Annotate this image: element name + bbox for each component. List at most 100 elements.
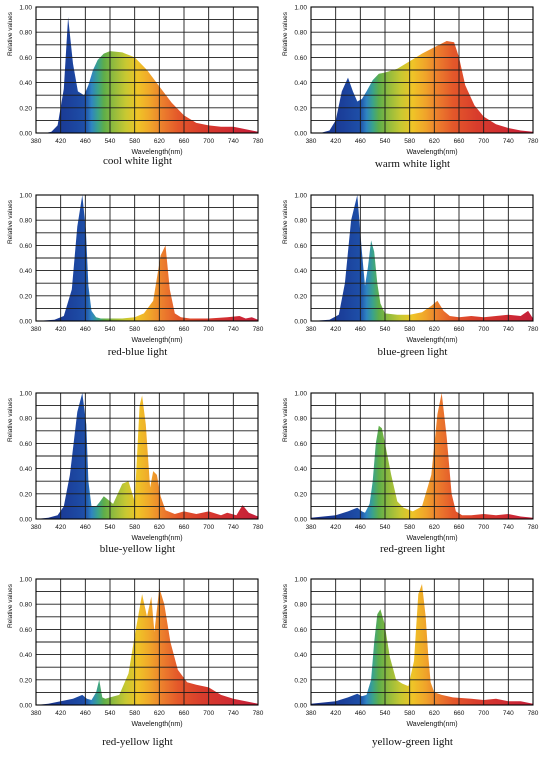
spectrum-chart-yellow-green: 0.00 0.20 0.40 0.60 0.80 1.00 380 420 460 540 580 6… bbox=[275, 572, 550, 760]
x-tick-label: 660 bbox=[179, 326, 190, 333]
plot-frame bbox=[35, 6, 259, 134]
y-tick-label: 0.40 bbox=[19, 268, 32, 275]
y-tick-label: 0.20 bbox=[294, 105, 307, 112]
chart-caption: blue-yellow light bbox=[99, 543, 176, 555]
x-tick-label: 420 bbox=[330, 138, 341, 145]
x-tick-label: 540 bbox=[105, 710, 116, 717]
y-tick-label: 0.80 bbox=[294, 30, 307, 37]
y-tick-label: 0.20 bbox=[19, 491, 32, 498]
x-tick-label: 740 bbox=[503, 326, 514, 333]
y-axis-title: Relative values bbox=[282, 583, 289, 628]
x-tick-label: 380 bbox=[31, 710, 42, 717]
y-tick-label: 0.40 bbox=[19, 80, 32, 87]
x-tick-label: 780 bbox=[528, 138, 539, 145]
x-tick-label: 780 bbox=[253, 138, 264, 145]
y-axis-title: Relative values bbox=[282, 397, 289, 442]
x-tick-label: 620 bbox=[429, 710, 440, 717]
x-tick-label: 660 bbox=[179, 710, 190, 717]
y-axis-title: Relative values bbox=[282, 199, 289, 244]
x-tick-label: 460 bbox=[355, 710, 366, 717]
x-tick-label: 580 bbox=[404, 710, 415, 717]
x-tick-label: 420 bbox=[330, 326, 341, 333]
x-tick-label: 380 bbox=[306, 524, 317, 531]
x-tick-label: 420 bbox=[330, 710, 341, 717]
y-axis-title: Relative values bbox=[7, 199, 14, 244]
chart-canvas: 0.00 0.20 0.40 0.60 0.80 1.00 380 420 460 540 580 6… bbox=[7, 5, 264, 157]
spectrum-chart-red-yellow: 0.00 0.20 0.40 0.60 0.80 1.00 380 420 460 540 580 6… bbox=[0, 572, 275, 760]
x-tick-label: 740 bbox=[228, 138, 239, 145]
y-tick-label: 1.00 bbox=[294, 193, 307, 200]
y-tick-label: 0.80 bbox=[19, 416, 32, 423]
y-tick-label: 1.00 bbox=[19, 193, 32, 200]
x-tick-label: 700 bbox=[203, 524, 214, 531]
x-tick-label: 700 bbox=[478, 138, 489, 145]
chart-caption: blue-green light bbox=[377, 346, 448, 358]
spectrum-area bbox=[36, 17, 258, 134]
y-tick-label: 0.20 bbox=[294, 677, 307, 684]
y-tick-label: 1.00 bbox=[294, 577, 307, 584]
chart-caption: yellow-green light bbox=[372, 736, 453, 748]
y-tick-label: 0.40 bbox=[294, 268, 307, 275]
y-tick-label: 0.40 bbox=[19, 466, 32, 473]
plot-frame bbox=[310, 392, 534, 520]
spectrum-chart-blue-yellow: 0.00 0.20 0.40 0.60 0.80 1.00 380 420 460 540 580 6… bbox=[0, 386, 275, 574]
x-tick-label: 620 bbox=[154, 326, 165, 333]
x-tick-label: 460 bbox=[355, 326, 366, 333]
spectrum-area bbox=[311, 41, 533, 133]
x-tick-label: 700 bbox=[203, 326, 214, 333]
x-tick-label: 460 bbox=[80, 138, 91, 145]
chart-canvas: 0.00 0.20 0.40 0.60 0.80 1.00 380 420 460 540 580 6… bbox=[282, 391, 539, 543]
x-tick-label: 780 bbox=[528, 524, 539, 531]
x-axis-title: Wavelength(nm) bbox=[406, 535, 457, 542]
chart-caption: warm white light bbox=[374, 158, 451, 170]
y-tick-label: 0.60 bbox=[294, 441, 307, 448]
x-axis-title: Wavelength(nm) bbox=[131, 149, 182, 156]
x-tick-label: 540 bbox=[380, 138, 391, 145]
x-tick-label: 460 bbox=[80, 524, 91, 531]
y-axis-title: Relative values bbox=[7, 11, 14, 56]
y-tick-label: 0.20 bbox=[19, 677, 32, 684]
x-tick-label: 460 bbox=[355, 138, 366, 145]
y-tick-label: 1.00 bbox=[294, 5, 307, 12]
x-tick-label: 780 bbox=[253, 524, 264, 531]
y-tick-label: 0.60 bbox=[19, 55, 32, 62]
y-tick-label: 0.60 bbox=[294, 243, 307, 250]
spectrum-area bbox=[311, 584, 533, 705]
chart-canvas: 0.00 0.20 0.40 0.60 0.80 1.00 380 420 460 540 580 6… bbox=[282, 5, 539, 157]
y-tick-label: 0.60 bbox=[294, 627, 307, 634]
plot-frame bbox=[310, 6, 534, 134]
chart-caption: red-green light bbox=[379, 543, 446, 555]
plot-frame bbox=[35, 392, 259, 520]
x-tick-label: 420 bbox=[330, 524, 341, 531]
x-tick-label: 660 bbox=[454, 326, 465, 333]
x-tick-label: 380 bbox=[31, 524, 42, 531]
x-tick-label: 540 bbox=[105, 524, 116, 531]
x-tick-label: 740 bbox=[228, 524, 239, 531]
x-tick-label: 620 bbox=[429, 138, 440, 145]
x-tick-label: 580 bbox=[129, 710, 140, 717]
y-tick-label: 1.00 bbox=[19, 5, 32, 12]
y-tick-label: 0.20 bbox=[19, 105, 32, 112]
y-tick-label: 0.00 bbox=[294, 131, 307, 138]
x-tick-label: 540 bbox=[380, 710, 391, 717]
x-axis-title: Wavelength(nm) bbox=[406, 721, 457, 728]
x-tick-label: 660 bbox=[179, 524, 190, 531]
chart-canvas: 0.00 0.20 0.40 0.60 0.80 1.00 380 420 460 540 580 6… bbox=[7, 577, 264, 729]
x-tick-label: 580 bbox=[404, 326, 415, 333]
x-tick-label: 620 bbox=[154, 710, 165, 717]
y-tick-label: 0.00 bbox=[19, 131, 32, 138]
x-axis-title: Wavelength(nm) bbox=[131, 721, 182, 728]
x-tick-label: 420 bbox=[55, 138, 66, 145]
y-axis-title: Relative values bbox=[282, 11, 289, 56]
y-tick-label: 0.20 bbox=[294, 293, 307, 300]
y-tick-label: 0.00 bbox=[19, 517, 32, 524]
spectrum-area bbox=[311, 195, 533, 321]
x-tick-label: 740 bbox=[228, 326, 239, 333]
chart-caption: red-blue light bbox=[107, 346, 168, 358]
chart-canvas: 0.00 0.20 0.40 0.60 0.80 1.00 380 420 460 540 580 6… bbox=[282, 577, 539, 729]
x-tick-label: 460 bbox=[80, 326, 91, 333]
y-tick-label: 0.40 bbox=[294, 80, 307, 87]
x-tick-label: 620 bbox=[154, 138, 165, 145]
x-tick-label: 780 bbox=[253, 710, 264, 717]
spectrum-chart-red-blue: 0.00 0.20 0.40 0.60 0.80 1.00 380 420 460 540 580 6… bbox=[0, 188, 275, 376]
